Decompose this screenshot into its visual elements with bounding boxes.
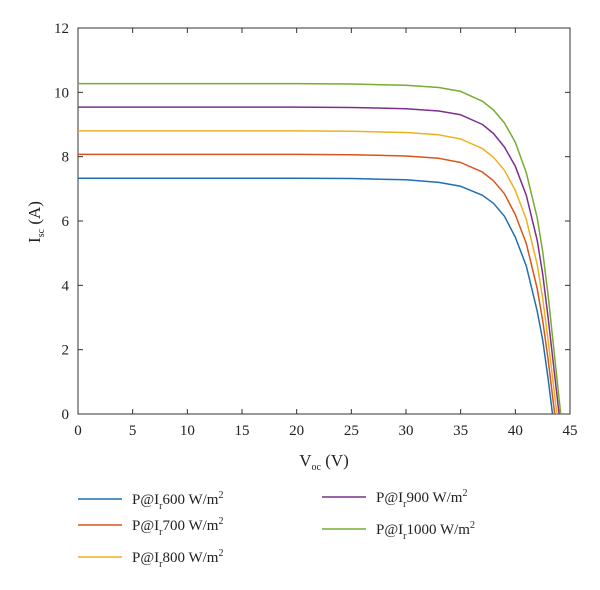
x-tick-label: 45 [563,423,578,439]
plot-area [77,27,571,415]
y-tick-label: 2 [62,343,70,359]
x-tick-label: 5 [129,423,137,439]
legend-item-2: P@Ir800 W/m2 [78,548,223,570]
y-axis-ticks: 0 2 4 6 8 10 12 [54,21,570,423]
legend-label: P@Ir800 W/m2 [132,548,223,570]
y-tick-label: 12 [54,21,69,37]
series-lines [78,82,562,415]
x-tick-label: 35 [453,423,468,439]
y-axis-label: Isc (A) [25,201,47,243]
x-tick-label: 20 [289,423,304,439]
series-line-3 [78,106,560,415]
y-tick-label: 0 [62,407,70,423]
x-tick-label: 40 [508,423,523,439]
series-line-0 [78,177,554,415]
series-line-1 [78,153,556,415]
y-tick-label: 8 [62,150,70,166]
legend-label: P@Ir900 W/m2 [376,488,467,510]
series-line-2 [78,130,558,415]
x-tick-label: 25 [344,423,359,439]
legend-label: P@Ir700 W/m2 [132,516,223,538]
legend-label: P@Ir600 W/m2 [132,490,223,512]
x-tick-label: 30 [399,423,414,439]
y-tick-label: 6 [62,214,70,230]
x-axis-label: Voc (V) [299,451,349,473]
x-tick-label: 0 [74,423,82,439]
legend-item-1: P@Ir700 W/m2 [78,516,223,538]
legend-item-0: P@Ir600 W/m2 [78,490,223,512]
x-axis-ticks: 0 5 10 15 20 25 30 35 40 45 [74,28,578,439]
plot-frame [77,27,571,415]
y-tick-label: 10 [54,85,69,101]
legend-item-4: P@Ir1000 W/m2 [322,520,475,542]
series-line-4 [78,82,562,415]
legend-label: P@Ir1000 W/m2 [376,520,475,542]
legend-item-3: P@Ir900 W/m2 [322,488,467,510]
x-tick-label: 15 [235,423,250,439]
legend: P@Ir600 W/m2 P@Ir700 W/m2 P@Ir800 W/m2 P@Ir… [78,488,475,570]
y-tick-label: 4 [62,278,70,294]
x-tick-label: 10 [180,423,195,439]
